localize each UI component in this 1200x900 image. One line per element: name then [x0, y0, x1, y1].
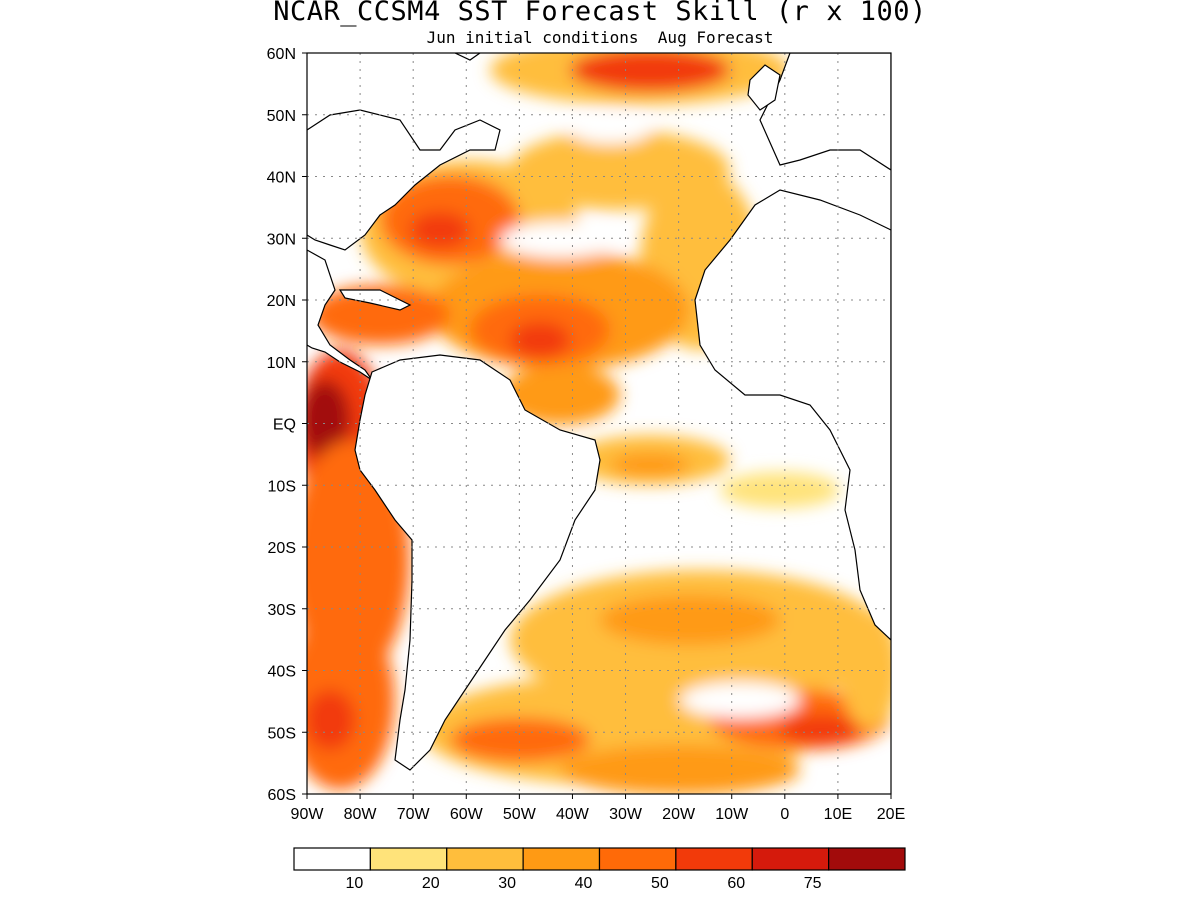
lat-tick-label: 30S: [268, 602, 296, 619]
lat-tick-label: 50N: [267, 108, 296, 125]
lon-tick-label: 10E: [824, 806, 852, 823]
legend-label: 50: [651, 875, 669, 892]
legend-swatch: [446, 847, 524, 871]
lat-tick-label: 40N: [267, 170, 296, 187]
legend-label: 20: [422, 875, 440, 892]
africa: [694, 189, 891, 641]
lat-tick-label: 30N: [267, 231, 296, 248]
legend-swatch: [751, 847, 830, 871]
lat-tick-label: 10S: [268, 478, 296, 495]
lat-tick-label: 40S: [268, 664, 296, 681]
lat-tick-label: EQ: [273, 417, 296, 434]
legend-swatch: [369, 847, 448, 871]
lon-tick-label: 90W: [291, 806, 325, 823]
legend-label: 75: [804, 875, 822, 892]
central-america: [307, 249, 373, 381]
lon-tick-label: 20W: [662, 806, 696, 823]
legend-label: 10: [345, 875, 363, 892]
lon-tick-label: 20E: [877, 806, 905, 823]
lon-tick-label: 30W: [609, 806, 643, 823]
lat-tick-label: 60S: [268, 787, 296, 804]
legend-swatch: [293, 847, 371, 871]
latitude-labels: 60N 50N 40N 30N 20N 10N EQ 10S 20S 30S 40S 50S 60S: [267, 46, 307, 804]
greenland-tip: [454, 53, 482, 61]
color-legend: 10 20 30 40 50 60 75: [293, 847, 906, 892]
lat-tick-label: 10N: [267, 355, 296, 372]
lat-tick-label: 60N: [267, 46, 296, 63]
map-title: NCAR_CCSM4 SST Forecast Skill (r x 100): [273, 0, 927, 27]
north-america: [307, 109, 501, 251]
legend-swatch: [675, 847, 753, 871]
legend-swatch: [522, 847, 601, 871]
legend-swatch: [598, 847, 677, 871]
lon-tick-label: 40W: [556, 806, 590, 823]
legend-label: 60: [727, 875, 745, 892]
lon-tick-label: 60W: [450, 806, 484, 823]
lon-tick-label: 50W: [503, 806, 537, 823]
lon-tick-label: 10W: [715, 806, 749, 823]
europe: [759, 53, 891, 171]
lon-tick-label: 80W: [344, 806, 378, 823]
land: [307, 53, 891, 771]
lat-tick-label: 20S: [268, 540, 296, 557]
legend-label: 30: [498, 875, 516, 892]
legend-label: 40: [575, 875, 593, 892]
british-isles: [747, 64, 781, 111]
longitude-labels: 90W 80W 70W 60W 50W 40W 30W 20W 10W 0 10E 20E: [291, 794, 905, 823]
lon-tick-label: 0: [780, 806, 789, 823]
lat-tick-label: 20N: [267, 293, 296, 310]
lat-tick-label: 50S: [268, 725, 296, 742]
cuba: [338, 289, 412, 311]
legend-swatch: [828, 847, 906, 871]
south-america: [354, 354, 601, 771]
map-subtitle: Jun initial conditions Aug Forecast: [426, 28, 774, 47]
lon-tick-label: 70W: [397, 806, 431, 823]
